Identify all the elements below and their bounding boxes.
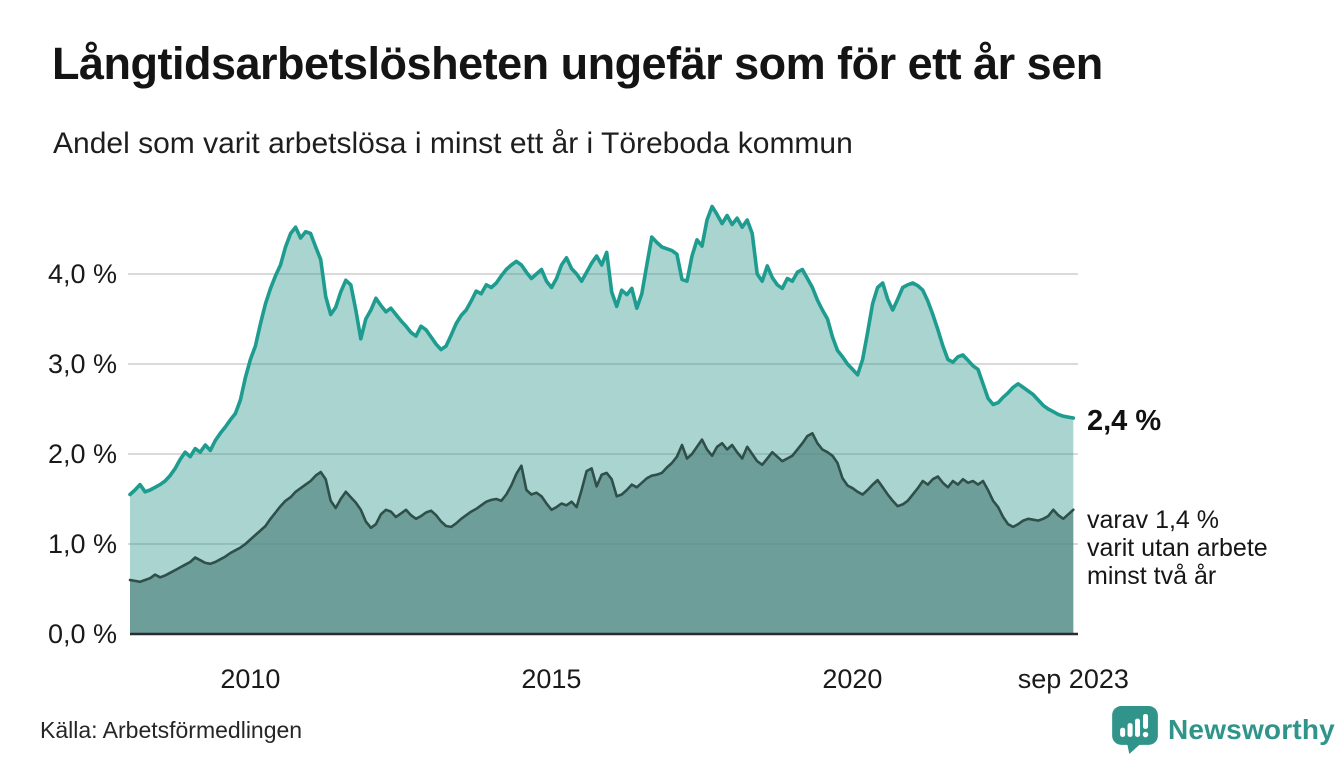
annotation-line: minst två år <box>1087 562 1217 590</box>
y-tick-label: 3,0 % <box>48 349 117 379</box>
y-tick-label: 2,0 % <box>48 439 117 469</box>
y-tick-label: 1,0 % <box>48 529 117 559</box>
y-tick-label: 4,0 % <box>48 259 117 289</box>
series-area-minst-tva-ar <box>130 433 1074 634</box>
page-title: Långtidsarbetslösheten ungefär som för e… <box>52 38 1103 89</box>
series-line-minst-ett-ar <box>128 204 1076 497</box>
x-tick-label: 2020 <box>822 664 882 694</box>
x-tick-label: 2010 <box>220 664 280 694</box>
annotation-line: varit utan arbete <box>1087 534 1268 562</box>
newsworthy-logo: Newsworthy <box>1112 706 1335 754</box>
annotation-line: varav 1,4 % <box>1087 506 1220 534</box>
x-tick-label: sep 2023 <box>1018 664 1129 694</box>
newsworthy-logo-icon <box>1112 706 1158 754</box>
newsworthy-logo-text: Newsworthy <box>1168 714 1335 745</box>
page-subtitle: Andel som varit arbetslösa i minst ett å… <box>53 127 853 160</box>
source-note: Källa: Arbetsförmedlingen <box>40 717 303 743</box>
series-line-minst-tva-ar <box>128 432 1075 584</box>
annotation-latest-two-year: varav 1,4 % varit utan arbete minst två … <box>1087 506 1268 590</box>
x-tick-label: 2015 <box>521 664 581 694</box>
y-tick-label: 0,0 % <box>48 619 117 649</box>
annotation-latest-total: 2,4 % <box>1087 405 1162 437</box>
